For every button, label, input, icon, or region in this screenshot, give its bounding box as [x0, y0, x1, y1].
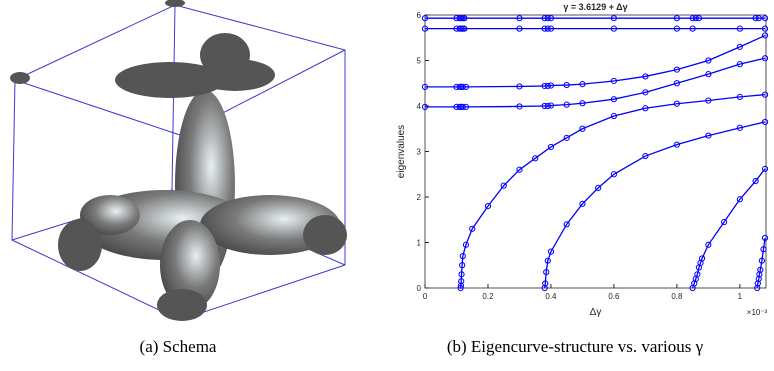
- y-tick-label: 4: [417, 102, 422, 111]
- x-tick-label: 1: [738, 292, 743, 301]
- data-point: [762, 166, 767, 171]
- y-tick-label: 6: [417, 11, 422, 20]
- series-line: [425, 35, 765, 86]
- plot: 0 1 2 3 4 5 6 0 0.2 0.4 0.6 0.8 1 ×10⁻³ Δγ eigenvalues γ…: [396, 2, 768, 318]
- figure: 0 1 2 3 4 5 6 0 0.2 0.4 0.6 0.8 1 ×10⁻³ Δγ eigenvalues γ…: [0, 0, 774, 371]
- schema-image: [10, 0, 347, 321]
- x-axis-label: Δγ: [590, 307, 602, 318]
- x-tick-label: 0.2: [482, 292, 494, 301]
- y-tick-label: 1: [417, 239, 422, 248]
- x-tick-label: 0.4: [545, 292, 557, 301]
- caption-b: (b) Eigencurve-structure vs. various γ: [447, 337, 704, 356]
- chart-title: γ = 3.6129 + Δγ: [563, 2, 627, 12]
- y-tick-label: 2: [417, 193, 422, 202]
- y-tick-label: 0: [417, 284, 422, 293]
- x-tick-label: 0.8: [671, 292, 683, 301]
- series-line: [545, 122, 765, 288]
- caption-a: (a) Schema: [140, 337, 217, 356]
- plot-frame: [425, 15, 766, 288]
- x-multiplier: ×10⁻³: [747, 308, 768, 317]
- y-tick-label: 5: [417, 57, 422, 66]
- y-tick-label: 3: [417, 148, 422, 157]
- series-line: [693, 169, 765, 288]
- x-tick-label: 0.6: [608, 292, 620, 301]
- y-axis-label: eigenvalues: [396, 125, 407, 178]
- x-tick-label: 0: [423, 292, 428, 301]
- series-line: [461, 95, 765, 288]
